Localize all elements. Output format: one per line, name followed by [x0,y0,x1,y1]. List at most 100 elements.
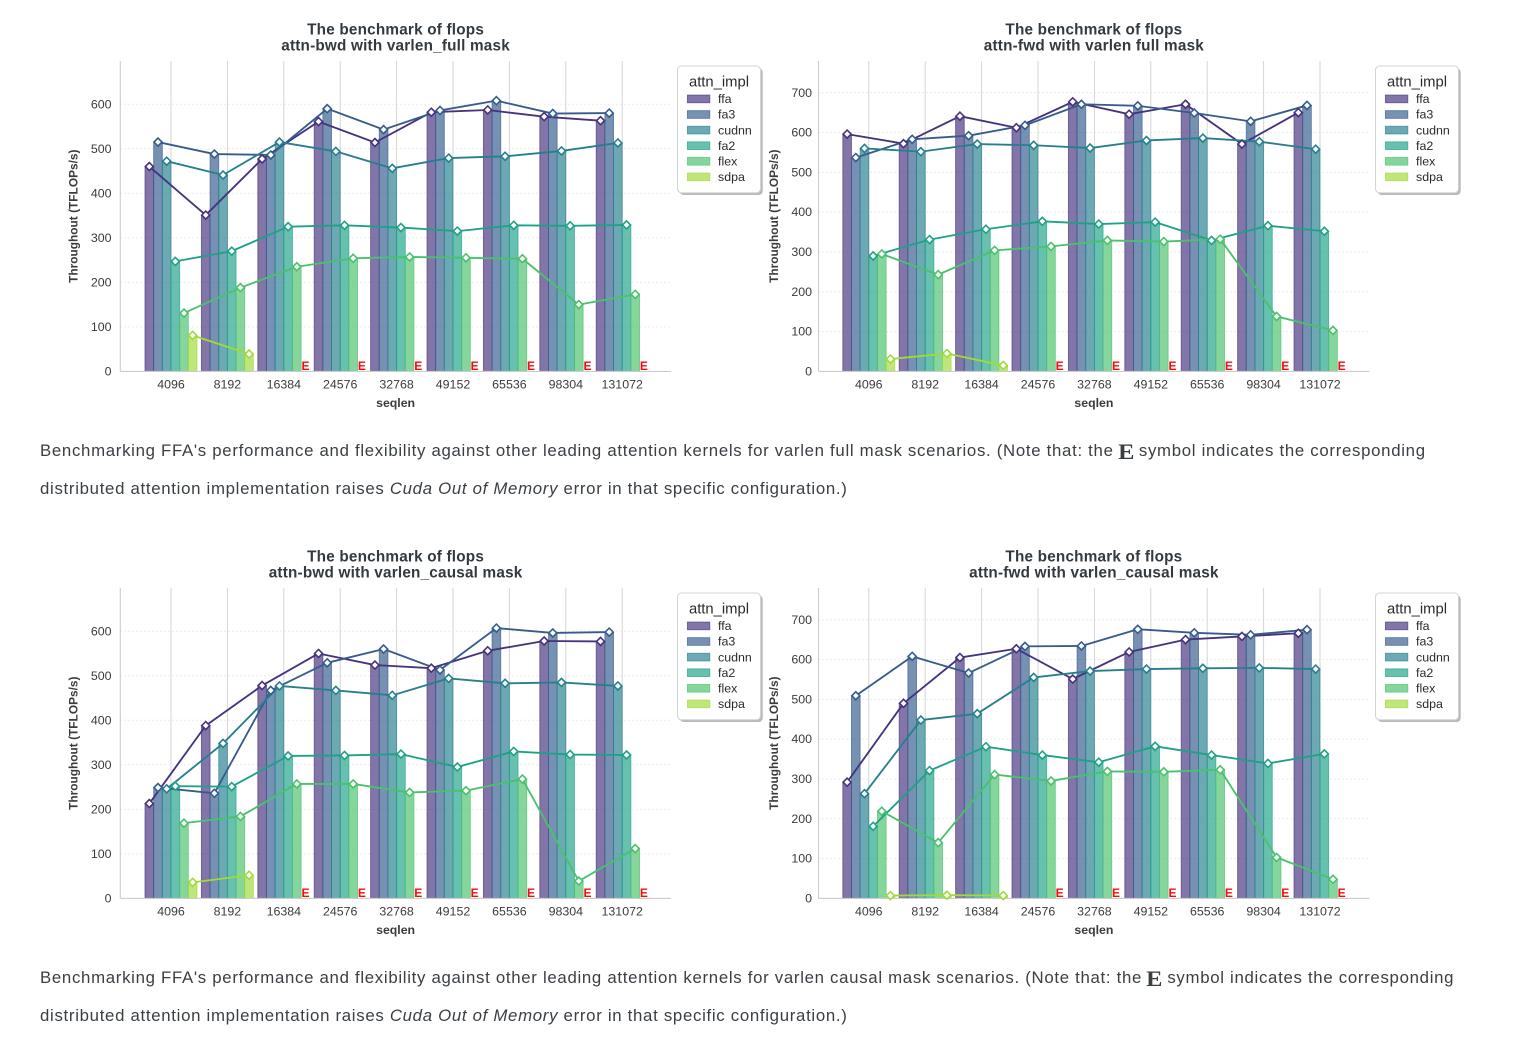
svg-text:24576: 24576 [323,905,358,919]
svg-text:49152: 49152 [1134,905,1169,919]
svg-text:0: 0 [105,892,112,906]
svg-text:seqlen: seqlen [376,923,415,937]
svg-text:E: E [1112,886,1120,900]
svg-text:cudnn: cudnn [718,123,752,137]
svg-text:600: 600 [791,126,812,140]
svg-text:fa2: fa2 [718,666,735,680]
svg-text:fa2: fa2 [1416,139,1433,153]
svg-text:4096: 4096 [855,905,883,919]
svg-text:200: 200 [91,802,112,816]
svg-text:0: 0 [805,365,812,379]
svg-text:500: 500 [91,142,112,156]
svg-text:E: E [1056,359,1064,373]
svg-text:E: E [358,359,366,373]
svg-text:32768: 32768 [1077,905,1112,919]
svg-text:flex: flex [1416,155,1436,169]
svg-text:131072: 131072 [1299,378,1340,392]
svg-text:E: E [414,359,422,373]
svg-text:700: 700 [791,86,812,100]
svg-text:attn_impl: attn_impl [1387,75,1447,91]
svg-text:The benchmark of flops: The benchmark of flops [1005,22,1182,39]
svg-text:E: E [527,886,535,900]
svg-text:E: E [583,359,591,373]
svg-text:4096: 4096 [855,378,883,392]
svg-text:98304: 98304 [1246,905,1281,919]
svg-text:24576: 24576 [323,378,358,392]
svg-text:0: 0 [805,892,812,906]
svg-text:ffa: ffa [1416,92,1430,106]
svg-text:cudnn: cudnn [1416,123,1450,137]
svg-text:98304: 98304 [1246,378,1281,392]
svg-text:4096: 4096 [157,905,185,919]
svg-text:E: E [640,359,648,373]
svg-text:65536: 65536 [1190,378,1225,392]
svg-text:Throughout (TFLOPs/s): Throughout (TFLOPs/s) [67,676,81,809]
svg-text:400: 400 [791,205,812,219]
svg-text:100: 100 [791,852,812,866]
svg-text:seqlen: seqlen [1074,396,1113,410]
svg-text:sdpa: sdpa [718,697,745,711]
svg-text:attn_impl: attn_impl [689,602,749,618]
svg-text:The benchmark of flops: The benchmark of flops [307,549,484,566]
svg-text:sdpa: sdpa [718,170,745,184]
svg-text:cudnn: cudnn [1416,650,1450,664]
svg-text:400: 400 [91,713,112,727]
svg-text:200: 200 [791,812,812,826]
svg-text:4096: 4096 [157,378,185,392]
svg-text:65536: 65536 [492,905,527,919]
svg-text:32768: 32768 [1077,378,1112,392]
svg-text:Throughout (TFLOPs/s): Throughout (TFLOPs/s) [67,149,81,282]
svg-text:16384: 16384 [267,378,302,392]
svg-text:E: E [1225,359,1233,373]
svg-text:100: 100 [791,325,812,339]
svg-text:sdpa: sdpa [1416,697,1443,711]
svg-text:16384: 16384 [267,905,302,919]
svg-text:sdpa: sdpa [1416,170,1443,184]
svg-text:24576: 24576 [1021,378,1056,392]
svg-text:8192: 8192 [911,378,939,392]
svg-text:16384: 16384 [964,905,999,919]
svg-text:E: E [1281,886,1289,900]
svg-text:600: 600 [91,97,112,111]
svg-text:300: 300 [91,231,112,245]
svg-text:8192: 8192 [214,905,242,919]
svg-text:E: E [471,359,479,373]
svg-text:attn-fwd with varlen full mask: attn-fwd with varlen full mask [984,37,1204,54]
svg-text:fa3: fa3 [1416,635,1433,649]
svg-text:E: E [414,886,422,900]
svg-text:E: E [1112,359,1120,373]
svg-text:E: E [527,359,535,373]
svg-text:500: 500 [91,669,112,683]
svg-text:fa3: fa3 [718,108,735,122]
svg-text:attn-bwd with varlen_causal ma: attn-bwd with varlen_causal mask [269,564,523,581]
svg-text:E: E [471,886,479,900]
svg-text:E: E [301,886,309,900]
svg-text:100: 100 [91,320,112,334]
svg-text:300: 300 [791,245,812,259]
svg-text:400: 400 [791,732,812,746]
svg-text:131072: 131072 [602,378,643,392]
svg-text:49152: 49152 [436,378,471,392]
svg-text:E: E [1225,886,1233,900]
svg-text:attn-fwd with varlen_causal ma: attn-fwd with varlen_causal mask [969,564,1219,581]
svg-text:fa2: fa2 [718,139,735,153]
svg-text:ffa: ffa [718,619,732,633]
svg-text:E: E [358,886,366,900]
svg-text:flex: flex [718,682,738,696]
svg-text:32768: 32768 [379,905,414,919]
svg-text:attn-bwd with varlen_full mask: attn-bwd with varlen_full mask [281,37,510,54]
svg-text:16384: 16384 [964,378,999,392]
svg-text:98304: 98304 [549,378,584,392]
svg-text:E: E [1338,359,1346,373]
svg-text:E: E [1168,359,1176,373]
svg-text:300: 300 [91,758,112,772]
svg-text:E: E [301,359,309,373]
svg-text:seqlen: seqlen [1074,923,1113,937]
svg-text:49152: 49152 [1134,378,1169,392]
svg-text:500: 500 [791,165,812,179]
svg-text:E: E [640,886,648,900]
svg-text:fa3: fa3 [1416,108,1433,122]
svg-text:flex: flex [718,155,738,169]
svg-text:fa3: fa3 [718,635,735,649]
svg-text:E: E [1281,359,1289,373]
